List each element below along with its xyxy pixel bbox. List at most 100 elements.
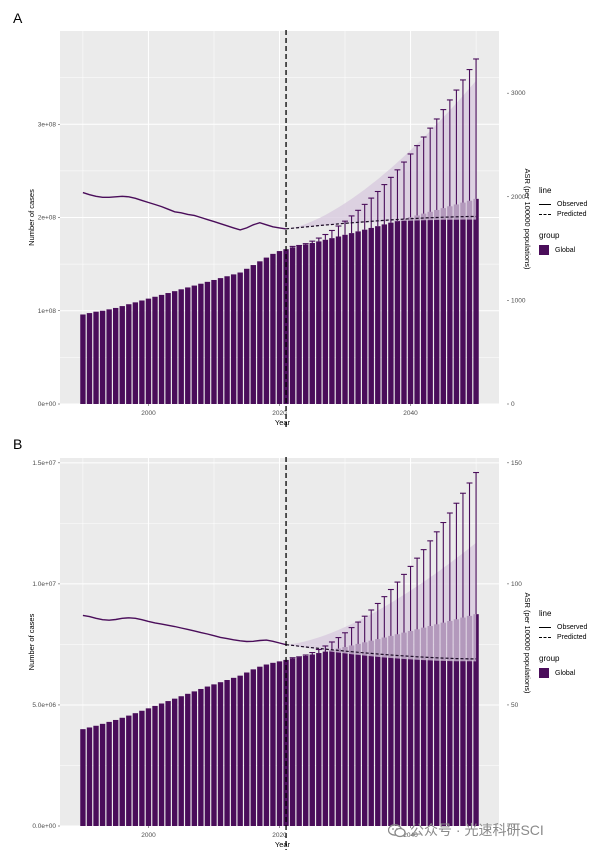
bar-2040 bbox=[407, 630, 414, 826]
bar-2021 bbox=[283, 659, 289, 826]
bar-2043 bbox=[427, 211, 433, 404]
bar-2050 bbox=[473, 198, 479, 404]
bar-2047 bbox=[453, 204, 460, 404]
bar-2045 bbox=[440, 622, 446, 826]
y-tick-label: 1e+08 bbox=[38, 308, 57, 315]
solid-line-icon bbox=[539, 626, 551, 628]
bar-2026 bbox=[316, 653, 322, 826]
bar-2024 bbox=[303, 244, 309, 404]
bar-2034 bbox=[368, 640, 374, 826]
bar-1999 bbox=[139, 300, 145, 404]
bar-2030 bbox=[342, 234, 348, 404]
y2-axis-label: ASR (per 100000 populations) bbox=[523, 169, 532, 270]
bar-2028 bbox=[329, 650, 335, 826]
y2-tick-label: 0 bbox=[511, 823, 515, 830]
asr-confidence-band bbox=[286, 80, 477, 229]
bar-2036 bbox=[381, 637, 388, 826]
bar-2046 bbox=[447, 620, 453, 826]
bar-2017 bbox=[257, 666, 263, 826]
bar-2048 bbox=[460, 617, 466, 826]
bar-2020 bbox=[276, 251, 283, 404]
bar-2050 bbox=[473, 614, 479, 826]
asr-confidence-band bbox=[286, 542, 477, 662]
bar-1992 bbox=[93, 725, 99, 826]
bar-2015 bbox=[244, 672, 250, 826]
bar-2013 bbox=[230, 274, 237, 404]
bar-2002 bbox=[158, 703, 165, 826]
bar-2008 bbox=[198, 688, 204, 826]
bar-2007 bbox=[191, 285, 198, 404]
bar-2023 bbox=[296, 657, 302, 826]
bar-2001 bbox=[152, 705, 158, 826]
legend-item-observed: Observed bbox=[539, 199, 587, 209]
bar-2017 bbox=[257, 261, 263, 404]
y-tick-label: 2e+08 bbox=[38, 215, 57, 222]
bar-2004 bbox=[171, 698, 178, 826]
bars bbox=[80, 614, 479, 826]
panel-b: 0.0e+00 5.0e+06 1.0e+07 1.5e+07 2000 2020 2040… bbox=[27, 457, 532, 850]
bar-2041 bbox=[414, 629, 420, 826]
legend-item-global: Global bbox=[539, 667, 587, 679]
y-tick-label: 0.0e+00 bbox=[32, 823, 56, 830]
bar-2009 bbox=[204, 686, 211, 826]
legend-line-title: line bbox=[539, 609, 552, 618]
bar-2032 bbox=[355, 231, 361, 404]
bar-1997 bbox=[126, 715, 132, 826]
bar-2032 bbox=[355, 643, 361, 826]
color-swatch-icon bbox=[539, 668, 549, 678]
panel-a: 0e+00 1e+08 2e+08 3e+08 2000 2020 2040 0 1000 200… bbox=[27, 30, 532, 428]
bar-1993 bbox=[99, 310, 106, 404]
bar-2027 bbox=[322, 651, 329, 826]
bar-1999 bbox=[139, 710, 145, 826]
bar-1994 bbox=[106, 309, 112, 404]
bar-2004 bbox=[171, 291, 178, 404]
bar-1990 bbox=[80, 729, 86, 826]
bar-2029 bbox=[335, 648, 342, 826]
color-swatch-icon bbox=[539, 245, 549, 255]
y2-tick-label: 1000 bbox=[511, 297, 526, 304]
bar-1996 bbox=[119, 306, 125, 404]
bar-2042 bbox=[420, 627, 427, 826]
y2-tick-label: 100 bbox=[511, 581, 522, 588]
bar-2019 bbox=[270, 253, 276, 404]
x-axis-label: Year bbox=[275, 418, 291, 427]
x-tick-label: 2040 bbox=[403, 832, 418, 839]
bar-2039 bbox=[401, 219, 407, 404]
bar-2037 bbox=[388, 635, 394, 826]
bar-2028 bbox=[329, 238, 335, 404]
legend-b: line Observed Predicted group Global bbox=[539, 609, 587, 679]
bar-2015 bbox=[244, 268, 250, 404]
bar-2038 bbox=[394, 220, 401, 404]
panel-label-b: B bbox=[13, 436, 23, 452]
x-tick-label: 2040 bbox=[403, 410, 418, 417]
bar-2022 bbox=[289, 247, 296, 404]
y2-axis-label: ASR (per 100000 populations) bbox=[523, 593, 532, 694]
legend-group-title: group bbox=[539, 654, 560, 663]
bar-1995 bbox=[113, 307, 119, 404]
asr-observed-line bbox=[82, 191, 287, 231]
wechat-icon bbox=[388, 824, 406, 838]
bar-2033 bbox=[361, 642, 368, 826]
y-tick-label: 1.0e+07 bbox=[32, 581, 56, 588]
bar-2005 bbox=[178, 289, 184, 404]
bar-2039 bbox=[401, 632, 407, 826]
bar-2001 bbox=[152, 296, 158, 404]
y2-tick-label: 150 bbox=[511, 460, 522, 467]
bar-2010 bbox=[211, 684, 217, 826]
bar-2031 bbox=[348, 233, 355, 404]
legend-item-observed: Observed bbox=[539, 622, 587, 632]
y-tick-label: 0e+00 bbox=[38, 401, 57, 408]
bar-2029 bbox=[335, 236, 342, 404]
bar-1997 bbox=[126, 304, 132, 404]
bar-2016 bbox=[250, 669, 256, 826]
bar-2018 bbox=[263, 257, 270, 404]
bar-2005 bbox=[178, 696, 184, 826]
bar-1995 bbox=[113, 719, 119, 826]
bar-2042 bbox=[420, 213, 427, 404]
bar-2003 bbox=[165, 293, 171, 404]
bar-2010 bbox=[211, 279, 217, 404]
bar-2009 bbox=[204, 281, 211, 404]
bar-2035 bbox=[375, 226, 381, 404]
legend-item-global: Global bbox=[539, 244, 587, 256]
bar-1994 bbox=[106, 721, 112, 826]
